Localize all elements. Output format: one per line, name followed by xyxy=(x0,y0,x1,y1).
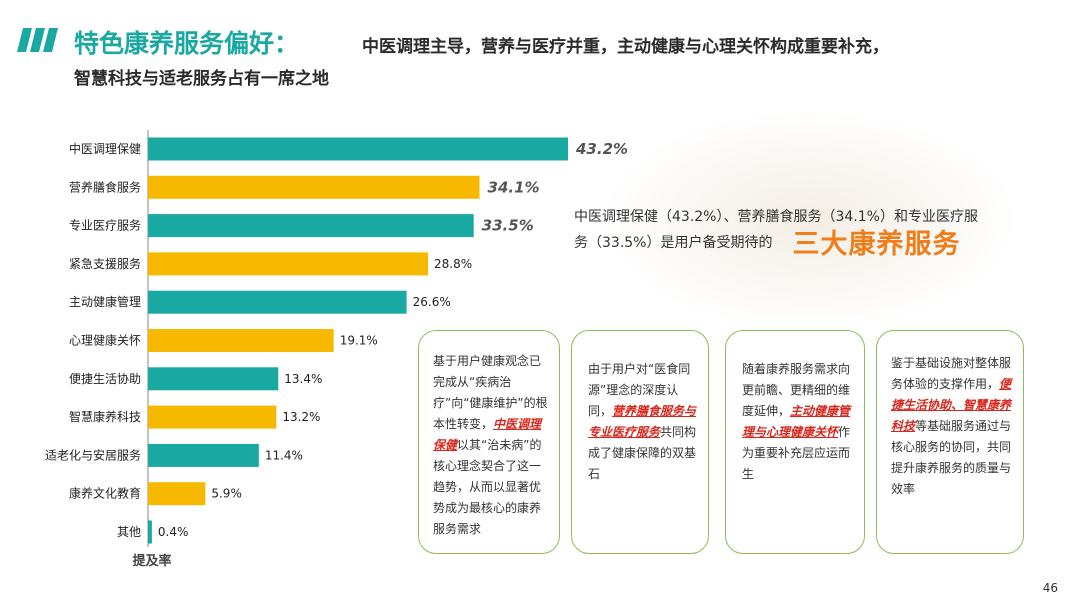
card-emphasis: 便捷生活协助、智慧康养科技 xyxy=(891,377,1012,433)
category-label: 专业医疗服务 xyxy=(69,218,141,233)
bar xyxy=(148,367,279,391)
card-text: 由于用户对“医食同源”理念的深度认同， xyxy=(588,362,691,418)
category-label: 紧急支援服务 xyxy=(69,256,141,271)
title-stripes-icon xyxy=(17,28,66,64)
value-label: 0.4% xyxy=(158,525,189,539)
bar xyxy=(148,214,474,238)
category-label: 适老化与安居服务 xyxy=(45,447,141,462)
card-text: 作为重要补充层应运而生 xyxy=(742,425,851,481)
summary-highlight: 三大康养服务 xyxy=(792,229,961,260)
summary-line2: 务（33.5%）是用户备受期待的 xyxy=(574,235,773,251)
value-label: 28.8% xyxy=(434,257,472,271)
bar xyxy=(148,137,568,161)
category-label: 便捷生活协助 xyxy=(69,371,141,386)
category-label: 中医调理保健 xyxy=(69,141,141,156)
value-label: 13.4% xyxy=(284,372,322,386)
bar xyxy=(148,175,480,199)
bar-chart: 中医调理保健 43.2% 营养膳食服务 34.1% 专业医疗服务 33.5% 紧急支援服务 2… xyxy=(45,130,628,569)
value-label: 19.1% xyxy=(340,334,378,348)
card-text: 随着康养服务需求向更前瞻、更精细的维度延伸， xyxy=(742,362,851,418)
category-label: 心理健康关怀 xyxy=(69,333,141,348)
bar xyxy=(148,290,407,314)
bar xyxy=(148,482,206,506)
insight-card-nutrition-medical: 由于用户对“医食同源”理念的深度认同，营养膳食服务与专业医疗服务共同构成了健康保… xyxy=(571,330,709,554)
card-text: 以其“治未病”的核心理念契合了这一趋势，从而以显著优势成为最核心的康养服务需求 xyxy=(433,438,542,536)
card-text: 等基础服务通过与核心服务的协同，共同提升康养服务的质量与效率 xyxy=(891,419,1012,496)
page-number: 46 xyxy=(1042,581,1058,595)
value-label: 26.6% xyxy=(413,295,451,309)
value-label: 34.1% xyxy=(488,178,540,196)
bar xyxy=(148,329,334,352)
card-text: 基于用户健康观念已完成从“疾病治疗”向“健康维护”的根本性转变， xyxy=(433,354,548,431)
category-label: 智慧康养科技 xyxy=(69,409,141,424)
card-text: 共同构成了健康保障的双基石 xyxy=(588,425,697,481)
background-photo xyxy=(600,110,1020,330)
page-subtitle-line2: 智慧科技与适老服务占有一席之地 xyxy=(74,69,329,89)
bar xyxy=(148,520,152,544)
summary-text: 中医调理保健（43.2%）、营养膳食服务（34.1%）和专业医疗服 务（33.5… xyxy=(574,204,1044,258)
bar xyxy=(148,252,428,276)
card-text: 鉴于基础设施对整体服务体验的支撑作用， xyxy=(891,356,1012,391)
bar xyxy=(148,405,277,429)
value-label: 5.9% xyxy=(211,487,242,501)
chart-xlabel: 提及率 xyxy=(132,553,171,569)
category-label: 康养文化教育 xyxy=(69,486,141,501)
category-label: 营养膳食服务 xyxy=(69,179,141,194)
page-subtitle: 中医调理主导，营养与医疗并重，主动健康与心理关怀构成重要补充， xyxy=(362,37,889,57)
category-label: 主动健康管理 xyxy=(69,294,141,309)
insight-card-tcm: 基于用户健康观念已完成从“疾病治疗”向“健康维护”的根本性转变，中医调理保健以其… xyxy=(418,330,560,554)
value-label: 33.5% xyxy=(482,217,534,235)
value-label: 13.2% xyxy=(282,410,320,424)
card-emphasis: 营养膳食服务与专业医疗服务 xyxy=(588,404,697,439)
summary-line1: 中医调理保健（43.2%）、营养膳食服务（34.1%）和专业医疗服 xyxy=(574,209,978,225)
insight-card-infrastructure: 鉴于基础设施对整体服务体验的支撑作用，便捷生活协助、智慧康养科技等基础服务通过与… xyxy=(876,330,1024,554)
category-label: 其他 xyxy=(117,525,141,539)
bar xyxy=(148,443,259,467)
card-emphasis: 中医调理保健 xyxy=(433,417,542,452)
value-label: 43.2% xyxy=(575,140,628,158)
insight-card-proactive-health: 随着康养服务需求向更前瞻、更精细的维度延伸，主动健康管理与心理健康关怀作为重要补… xyxy=(725,330,865,554)
page-title: 特色康养服务偏好： xyxy=(74,29,300,58)
value-label: 11.4% xyxy=(265,448,303,462)
card-emphasis: 主动健康管理与心理健康关怀 xyxy=(742,404,851,439)
